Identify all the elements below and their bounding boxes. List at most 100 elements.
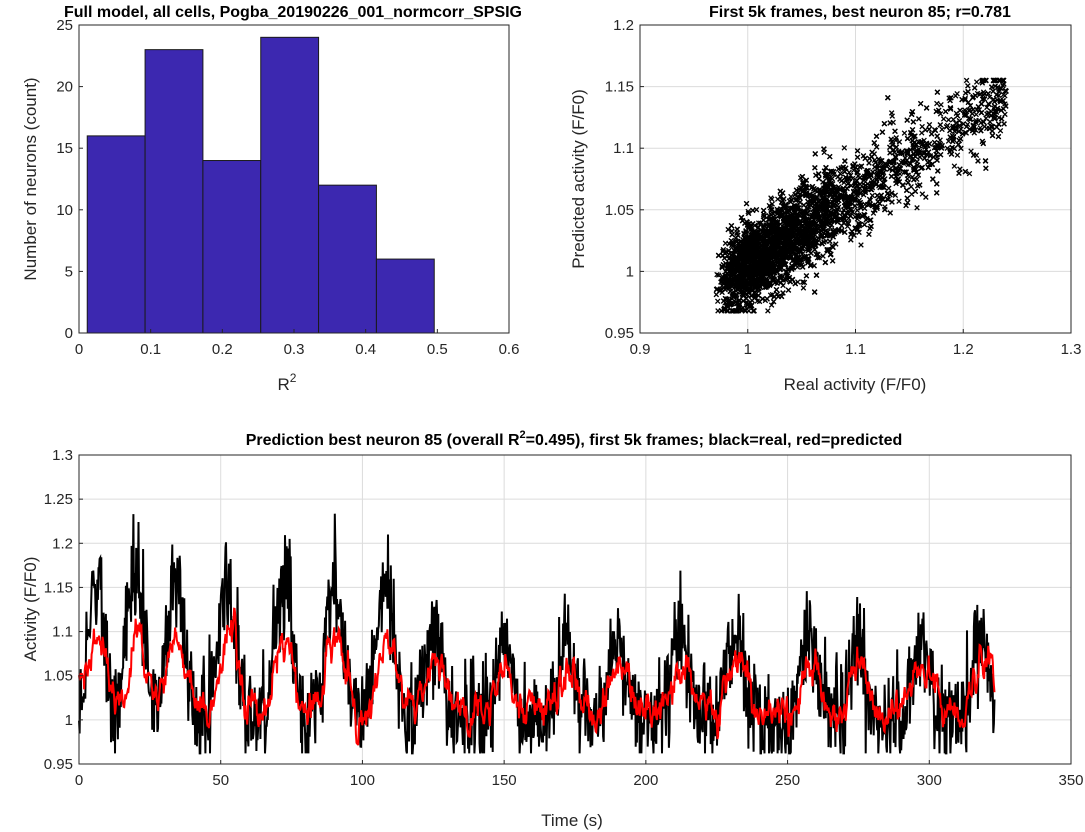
scatter-point: [821, 146, 827, 152]
scatter-point: [730, 308, 737, 314]
scatter-point: [912, 153, 919, 160]
scatter-point: [867, 197, 874, 204]
scatter-point: [893, 137, 899, 144]
scatter-point: [898, 150, 905, 157]
scatter-point: [793, 252, 800, 258]
scatter-point: [743, 200, 750, 207]
scatter-point: [917, 100, 924, 107]
scatter-point: [752, 222, 758, 229]
scatter-point: [969, 127, 976, 134]
scatter-point: [885, 190, 891, 196]
scatter-point: [812, 151, 819, 157]
scatter-point: [723, 276, 729, 283]
scatter-point: [1003, 103, 1009, 109]
scatter-point: [855, 186, 862, 192]
scatter-point: [787, 279, 794, 285]
scatter-point: [738, 214, 745, 221]
scatter-point: [796, 248, 802, 254]
scatter-point: [793, 197, 799, 203]
scatter-point: [803, 273, 810, 279]
scatter-point: [764, 296, 770, 302]
scatter-point: [889, 139, 895, 145]
scatter-point: [995, 121, 1002, 127]
scatter-point: [904, 195, 911, 202]
scatter-point: [756, 253, 762, 259]
scatter-point: [823, 232, 830, 239]
scatter-point: [903, 160, 909, 166]
scatter-point: [815, 171, 822, 177]
scatter-point: [812, 240, 818, 246]
scatter-point: [796, 228, 803, 235]
scatter-point: [814, 223, 820, 229]
scatter-point: [979, 138, 986, 145]
scatter-point: [770, 298, 777, 305]
scatter-point: [998, 116, 1005, 122]
scatter-point: [829, 258, 836, 264]
scatter-point: [968, 148, 974, 154]
scatter-point: [793, 187, 800, 193]
scatter-point: [882, 206, 888, 213]
scatter-point: [792, 191, 798, 198]
scatter-point: [885, 94, 891, 101]
scatter-point: [819, 233, 825, 239]
scatter-point: [869, 149, 875, 156]
scatter-point: [713, 286, 720, 293]
scatter-point: [893, 173, 899, 180]
scatter-point: [888, 110, 895, 116]
scatter-point: [800, 285, 807, 291]
scatter-point: [933, 190, 940, 196]
scatter-point: [983, 165, 989, 172]
scatter-point: [919, 164, 925, 171]
scatter-point: [979, 78, 985, 84]
scatter-point: [845, 176, 852, 182]
scatter-point: [852, 203, 858, 209]
scatter-point: [892, 154, 899, 161]
scatter-point: [796, 194, 803, 201]
scatter-point: [800, 279, 806, 285]
scatter-point: [996, 77, 1003, 84]
scatter-point: [842, 158, 848, 164]
scatter-point: [966, 170, 973, 177]
scatter-point: [873, 144, 880, 150]
scatter-point: [848, 182, 854, 189]
scatter-point: [751, 257, 757, 264]
scatter-point: [845, 199, 852, 205]
histogram-bar: [318, 184, 377, 334]
scatter-point: [827, 251, 834, 258]
scatter-point: [845, 180, 851, 187]
histogram-xtick-label: 0.5: [427, 341, 448, 358]
scatter-point: [774, 243, 781, 250]
scatter-point: [854, 182, 860, 189]
scatter-point: [739, 244, 746, 251]
scatter-point: [741, 285, 748, 292]
scatter-point: [718, 279, 724, 285]
scatter-point: [857, 175, 863, 181]
scatter-point: [942, 108, 949, 115]
scatter-point: [867, 217, 873, 224]
scatter-point: [920, 140, 926, 147]
scatter-point: [756, 240, 763, 247]
scatter-point: [973, 111, 979, 118]
scatter-point: [715, 252, 722, 259]
scatter-point: [838, 228, 845, 234]
scatter-point: [917, 154, 923, 160]
scatter-point: [959, 131, 966, 137]
scatter-point: [777, 193, 784, 200]
scatter-point: [929, 161, 936, 168]
scatter-point: [759, 263, 765, 270]
scatter-point: [965, 83, 971, 89]
scatter-point: [981, 96, 988, 102]
scatter-point: [848, 231, 854, 238]
scatter-point: [733, 237, 739, 244]
scatter-point: [911, 177, 917, 183]
scatter-point: [811, 289, 818, 295]
scatter-point: [836, 192, 843, 199]
scatter-title: First 5k frames, best neuron 85; r=0.781: [709, 4, 1011, 21]
scatter-point: [950, 123, 957, 130]
histogram-xtick-label: 0: [75, 341, 83, 358]
scatter-point: [987, 119, 993, 125]
scatter-point: [903, 169, 909, 175]
scatter-point: [782, 235, 788, 242]
histogram-xtick-label: 0.1: [140, 341, 161, 358]
